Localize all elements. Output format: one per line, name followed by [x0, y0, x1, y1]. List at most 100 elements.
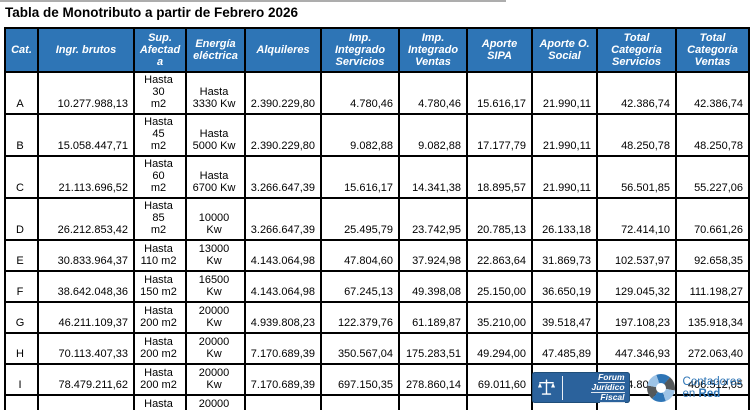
cell-alquileres: 3.266.647,39: [244, 155, 322, 199]
cell-energia: 20000 Kw: [185, 363, 246, 396]
cell-ingr: 46.211.109,37: [37, 301, 135, 334]
cell-energia: 13000 Kw: [185, 239, 246, 272]
cell-energia: 16500 Kw: [185, 270, 246, 303]
cell-imp_ventas: 175.283,51: [398, 332, 468, 365]
cell-cat: C: [4, 155, 39, 199]
cell-total_ventas: 55.227,06: [675, 155, 750, 199]
cell-alquileres: 3.266.647,39: [244, 197, 322, 241]
cell-sup: Hasta 150 m2: [133, 270, 187, 303]
cell-osocial: 47.485,89: [531, 332, 598, 365]
cell-cat: A: [4, 71, 39, 115]
cell-imp_ventas: 9.082,88: [398, 113, 468, 157]
cell-total_serv: 56.501,85: [596, 155, 677, 199]
contadores-logo-line-1: Contadores: [682, 375, 742, 388]
cell-ingr: 30.833.964,37: [37, 239, 135, 272]
table-row: F 38.642.048,36 Hasta 150 m2 16500 Kw 4.143.…: [4, 270, 750, 303]
cell-total_ventas: 111.198,27: [675, 270, 750, 303]
cell-cat: B: [4, 113, 39, 157]
contadores-logo-line-2: en Red: [682, 387, 721, 400]
column-header-ingr-brutos: Ingr. brutos: [37, 27, 135, 73]
footer-logos: Forum Jurídico Fiscal Contadores en: [531, 371, 742, 403]
cell-total_serv: 42.386,74: [596, 71, 677, 115]
cell-total_serv: 197.108,23: [596, 301, 677, 334]
cell-total_ventas: 135.918,34: [675, 301, 750, 334]
cell-alquileres: 7.170.689,39: [244, 332, 322, 365]
cell-cat: E: [4, 239, 39, 272]
cell-total_serv: 129.045,32: [596, 270, 677, 303]
cell-sup: Hasta 200 m2: [133, 332, 187, 365]
page-title: Tabla de Monotributo a partir de Febrero…: [5, 5, 299, 20]
table-row: C 21.113.696,52 Hasta 60 m2 Hasta 6700 Kw 3.…: [4, 155, 750, 199]
cell-ingr: 38.642.048,36: [37, 270, 135, 303]
forum-logo-line-3: Fiscal: [600, 391, 625, 403]
cell-sup: Hasta 45 m2: [133, 113, 187, 157]
cell-sup: Hasta 200 m2: [133, 363, 187, 396]
cell-osocial: 21.990,11: [531, 155, 598, 199]
cell-total_ventas: 406.512,05: [675, 363, 750, 396]
cell-imp_ventas: 49.398,08: [398, 270, 468, 303]
cell-imp_serv: 47.804,60: [320, 239, 400, 272]
cell-total_serv: 447.346,93: [596, 332, 677, 365]
cell-alquileres: 2.390.229,80: [244, 71, 322, 115]
table-row: A 10.277.988,13 Hasta 30 m2 Hasta 3330 Kw 2.…: [4, 71, 750, 115]
cell-sup: Hasta 110 m2: [133, 239, 187, 272]
cell-imp_serv: 836.580,42: [320, 394, 400, 410]
cell-imp_ventas: 23.742,95: [398, 197, 468, 241]
cell-sipa: 18.895,57: [466, 155, 533, 199]
cell-energia: 20000 Kw: [185, 301, 246, 334]
cell-imp_ventas: 4.780,46: [398, 71, 468, 115]
cell-ingr: 26.212.853,42: [37, 197, 135, 241]
cell-imp_serv: 4.780,46: [320, 71, 400, 115]
table-row: D 26.212.853,42 Hasta 85 m2 10000 Kw 3.266.6…: [4, 197, 750, 241]
table-row: B 15.058.447,71 Hasta 45 m2 Hasta 5000 Kw 2.…: [4, 113, 750, 157]
column-header-total-categoria-servicios: Total Categoría Servicios: [596, 27, 677, 73]
cell-imp_ventas: 61.189,87: [398, 301, 468, 334]
cell-total_serv: 48.250,78: [596, 113, 677, 157]
cell-cat: F: [4, 270, 39, 303]
cell-ingr: 89.872.640,30: [37, 394, 135, 410]
cell-imp_serv: 25.495,79: [320, 197, 400, 241]
cell-alquileres: 4.143.064,98: [244, 239, 322, 272]
cell-osocial: 31.869,73: [531, 239, 598, 272]
contadores-en-red-logo: Contadores en Red: [646, 373, 742, 403]
column-header-aporte-sipa: Aporte SIPA: [466, 27, 533, 73]
cell-alquileres: 7.170.689,39: [244, 394, 322, 410]
cell-energia: 20000 Kw: [185, 332, 246, 365]
cell-imp_ventas: 37.924,98: [398, 239, 468, 272]
cell-ingr: 21.113.696,52: [37, 155, 135, 199]
cell-sipa: 35.210,00: [466, 301, 533, 334]
cell-sipa: 15.616,17: [466, 71, 533, 115]
cell-total_ventas: 48.250,78: [675, 113, 750, 157]
cell-imp_ventas: 14.341,38: [398, 155, 468, 199]
cell-alquileres: 4.939.808,23: [244, 301, 322, 334]
cell-imp_serv: 350.567,04: [320, 332, 400, 365]
cell-total_ventas: 70.661,26: [675, 197, 750, 241]
header-row: Cat. Ingr. brutos Sup. Afectad a Energía…: [4, 27, 750, 73]
column-header-imp-integrado-servicios: Imp. Integrado Servicios: [320, 27, 400, 73]
cell-imp_ventas: 278.860,14: [398, 363, 468, 396]
cell-sipa: 20.785,13: [466, 197, 533, 241]
cell-imp_serv: 67.245,13: [320, 270, 400, 303]
cell-energia: 20000 Kw: [185, 394, 246, 410]
cell-ingr: 70.113.407,33: [37, 332, 135, 365]
cell-osocial: 36.650,19: [531, 270, 598, 303]
column-header-total-categoria-ventas: Total Categoría Ventas: [675, 27, 750, 73]
logo-divider: [561, 375, 563, 400]
table-row: E 30.833.964,37 Hasta 110 m2 13000 Kw 4.143.…: [4, 239, 750, 272]
cell-sup: Hasta 30 m2: [133, 71, 187, 115]
cell-energia: 10000 Kw: [185, 197, 246, 241]
column-header-sup-afectada: Sup. Afectad a: [133, 27, 187, 73]
cell-total_ventas: 42.386,74: [675, 71, 750, 115]
cell-sipa: 22.863,64: [466, 239, 533, 272]
column-header-imp-integrado-ventas: Imp. Integrado Ventas: [398, 27, 468, 73]
forum-logo-line-1: Forum: [598, 371, 625, 383]
table-body: A 10.277.988,13 Hasta 30 m2 Hasta 3330 Kw 2.…: [4, 71, 750, 410]
cell-cat: J: [4, 394, 39, 410]
table-row: H 70.113.407,33 Hasta 200 m2 20000 Kw 7.170.…: [4, 332, 750, 365]
cell-sup: Hasta 200 m2: [133, 394, 187, 410]
monotributo-table: Cat. Ingr. brutos Sup. Afectad a Energía…: [4, 27, 750, 410]
cell-sup: Hasta 200 m2: [133, 301, 187, 334]
cell-energia: Hasta 6700 Kw: [185, 155, 246, 199]
cell-sipa: 69.011,60: [466, 363, 533, 396]
cell-total_serv: 102.537,97: [596, 239, 677, 272]
